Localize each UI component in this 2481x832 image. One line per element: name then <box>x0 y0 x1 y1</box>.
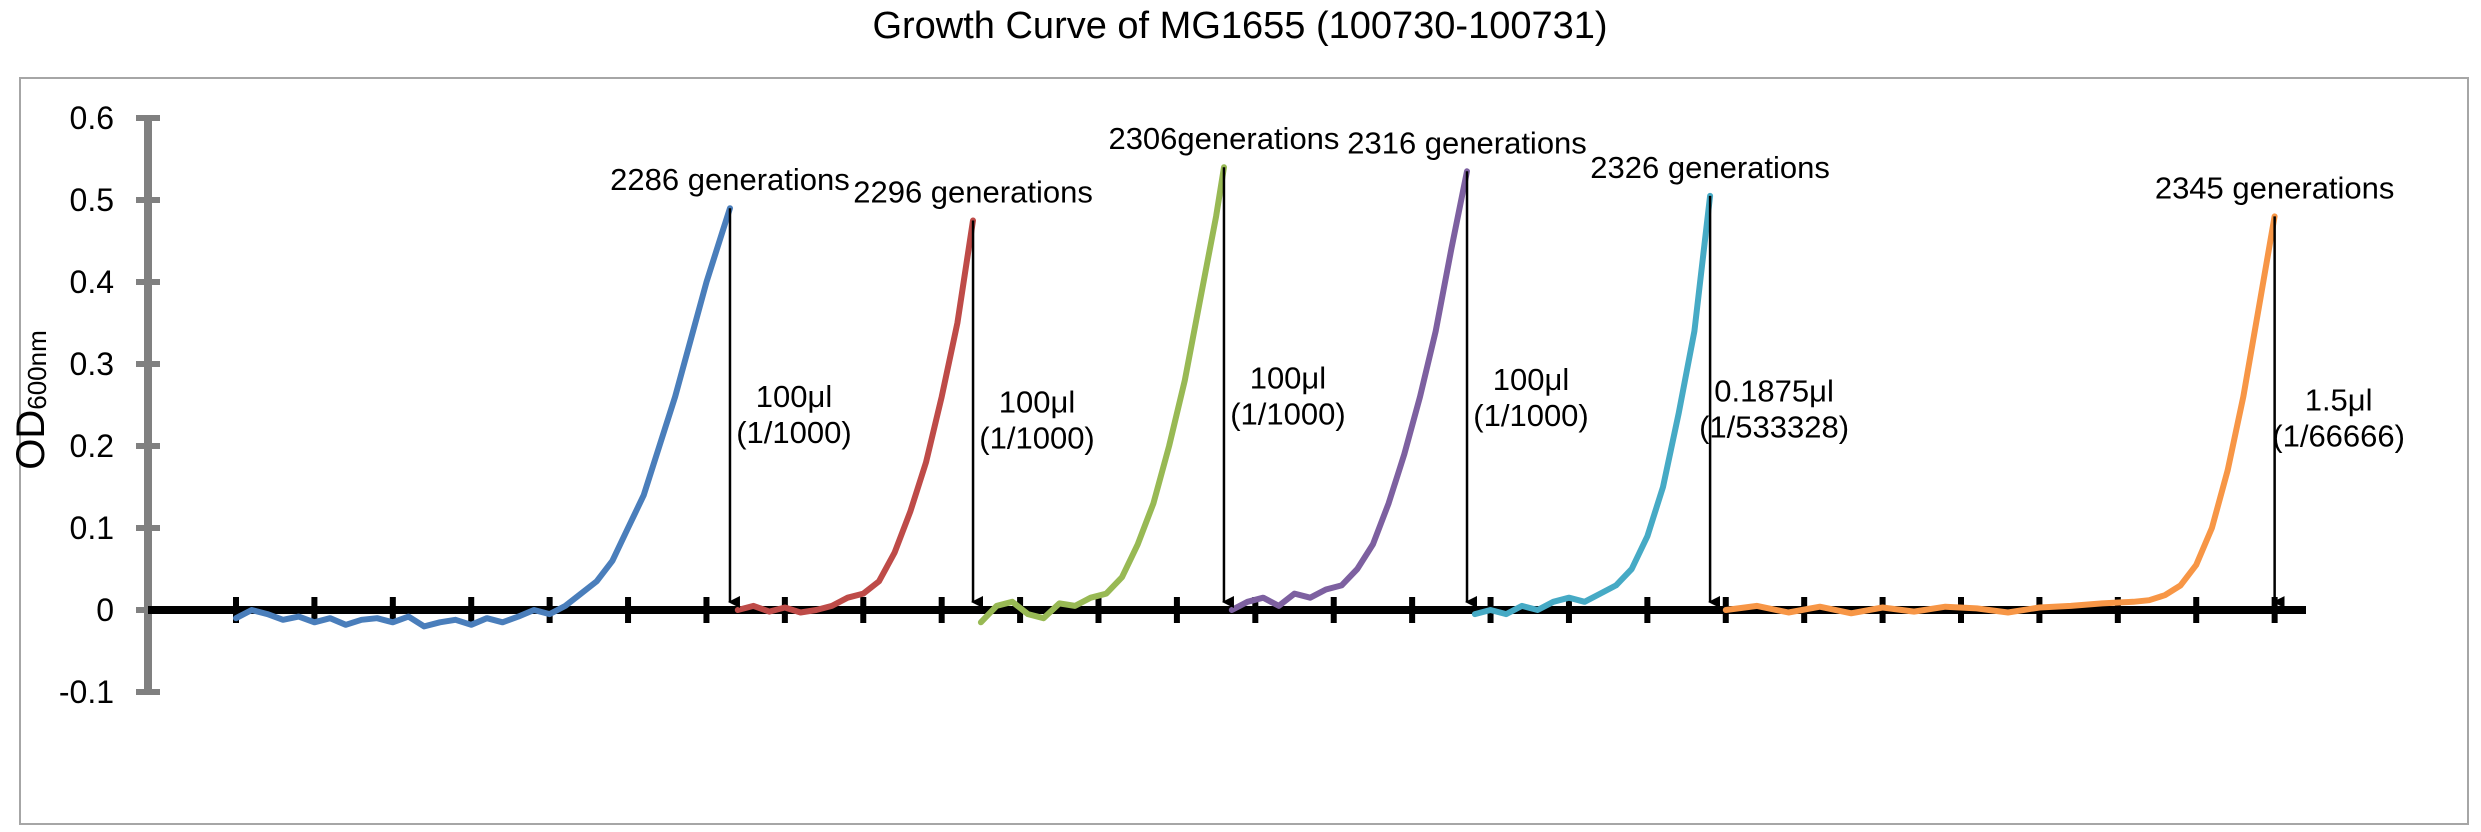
y-tick-label: 0.4 <box>70 264 114 300</box>
y-tick-label: 0.2 <box>70 428 114 464</box>
transfer-amount-6: 1.5μl <box>2305 382 2373 417</box>
transfer-amount-3: 100μl <box>1250 360 1326 395</box>
dilution-ratio-6: (1/66666) <box>2272 418 2405 453</box>
series-line-2 <box>734 217 976 616</box>
y-axis-label-main: OD <box>9 410 53 470</box>
transfer-amount-5: 0.1875μl <box>1714 373 1834 408</box>
generation-label-5: 2326 generations <box>1590 150 1830 185</box>
plot-area-frame <box>19 77 2469 825</box>
generation-label-1: 2286 generations <box>610 162 850 197</box>
generation-label-2: 2296 generations <box>853 175 1093 210</box>
series-line-5 <box>1471 192 1714 618</box>
series-line-1 <box>233 205 733 630</box>
series-line-3 <box>977 164 1227 626</box>
transfer-amount-1: 100μl <box>756 379 832 414</box>
series-line-6 <box>1722 213 2278 617</box>
generation-label-4: 2316 generations <box>1347 125 1587 160</box>
generation-label-3: 2306generations <box>1108 121 1339 156</box>
y-axis: -0.1 0 0.1 0.2 0.3 0.4 0.5 0.6 <box>59 100 160 710</box>
dilution-ratio-2: (1/1000) <box>979 420 1094 455</box>
transfer-amount-2: 100μl <box>999 384 1075 419</box>
y-tick-label: -0.1 <box>59 674 114 710</box>
y-tick-label: 0.1 <box>70 510 114 546</box>
y-axis-label-sub: 600nm <box>22 330 52 410</box>
y-tick-label: 0 <box>96 592 114 628</box>
series-layer <box>233 164 2278 630</box>
y-tick-label: 0.3 <box>70 346 114 382</box>
series-line-4 <box>1228 168 1470 613</box>
dilution-ratio-4: (1/1000) <box>1473 398 1588 433</box>
y-tick-label: 0.5 <box>70 182 114 218</box>
dilution-ratio-1: (1/1000) <box>736 415 851 450</box>
dilution-ratio-5: (1/533328) <box>1699 409 1849 444</box>
dilution-ratio-3: (1/1000) <box>1230 396 1345 431</box>
y-tick-label: 0.6 <box>70 100 114 136</box>
transfer-amount-4: 100μl <box>1493 362 1569 397</box>
x-axis <box>148 597 2306 623</box>
generation-label-6: 2345 generations <box>2155 170 2395 205</box>
chart-title: Growth Curve of MG1655 (100730-100731) <box>872 5 1607 47</box>
y-axis-label: OD600nm <box>9 330 53 470</box>
